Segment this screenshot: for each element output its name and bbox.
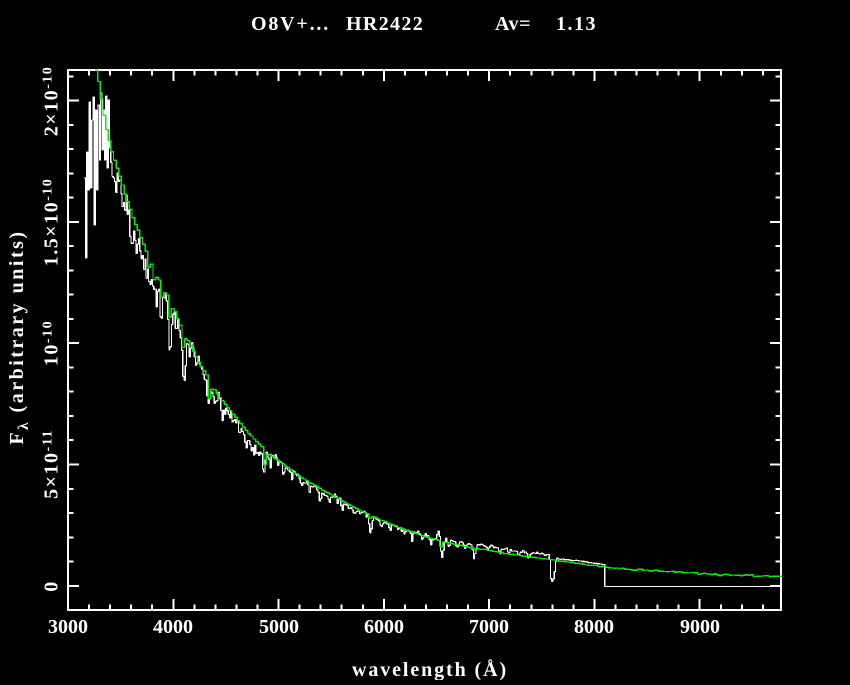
- svg-text:8000: 8000: [574, 616, 614, 638]
- svg-text:1.13: 1.13: [556, 13, 597, 35]
- svg-text:6000: 6000: [364, 616, 404, 638]
- svg-text:4000: 4000: [153, 616, 193, 638]
- svg-text:5000: 5000: [259, 616, 299, 638]
- svg-text:HR2422: HR2422: [346, 13, 424, 35]
- svg-text:Fλ (arbitrary units): Fλ (arbitrary units): [6, 229, 32, 444]
- svg-text:Av=: Av=: [495, 13, 531, 35]
- svg-text:0: 0: [41, 580, 63, 592]
- svg-text:wavelength (Å): wavelength (Å): [352, 658, 508, 680]
- svg-text:9000: 9000: [680, 616, 720, 638]
- svg-text:7000: 7000: [469, 616, 509, 638]
- svg-text:3000: 3000: [48, 616, 88, 638]
- svg-text:O8V+...: O8V+...: [251, 13, 330, 35]
